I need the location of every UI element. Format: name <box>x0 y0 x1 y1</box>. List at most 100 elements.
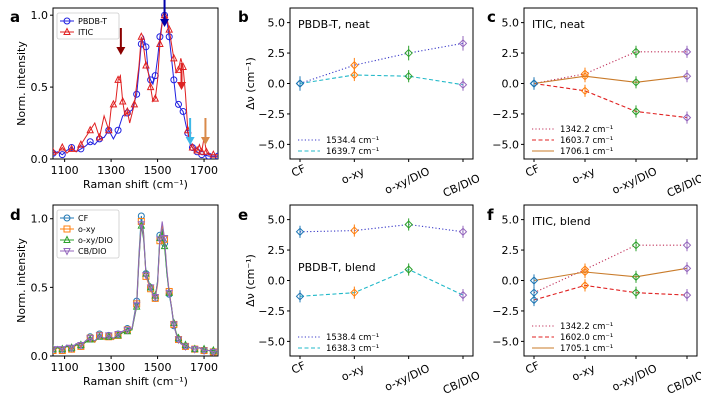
data-point <box>404 220 413 229</box>
data-point <box>200 344 208 353</box>
y-tick-label: 0.0 <box>268 275 286 288</box>
data-point <box>350 226 359 235</box>
y-tick-label: 0.5 <box>31 81 49 94</box>
data-point <box>181 340 190 349</box>
plot-area <box>53 212 218 356</box>
x-tick-label: 1100 <box>51 361 79 374</box>
series-line <box>299 74 464 86</box>
x-tick-label: 1300 <box>97 164 125 177</box>
data-point <box>137 212 145 220</box>
data-point <box>146 284 155 292</box>
y-tick-label: 2.5 <box>268 244 286 257</box>
data-point <box>350 70 359 80</box>
data-point <box>458 290 468 300</box>
legend-label: 1705.1 cm⁻¹ <box>560 344 613 354</box>
x-tick-label: 1300 <box>97 361 125 374</box>
x-category-label: CF <box>289 359 307 377</box>
data-point <box>53 347 57 355</box>
x-category-label: CB/DIO <box>665 368 701 397</box>
data-point <box>209 150 218 158</box>
data-point <box>160 241 169 250</box>
panel-letter-d: d <box>10 206 21 224</box>
legend-marker <box>63 27 71 35</box>
x-category-label: o-xy/DIO <box>610 165 659 197</box>
x-category-label: o-xy <box>339 165 367 187</box>
series-line <box>533 75 688 85</box>
data-point <box>114 126 122 134</box>
x-tick-label: 1100 <box>51 164 79 177</box>
y-tick-label: 0.0 <box>268 78 286 91</box>
y-tick-label: 2.5 <box>502 47 520 60</box>
y-tick-label: −5.0 <box>492 138 519 151</box>
y-tick-label: 2.5 <box>502 244 520 257</box>
data-point <box>631 47 641 57</box>
data-point <box>200 347 208 356</box>
y-tick-label: −2.5 <box>492 108 519 121</box>
x-category-label: o-xy <box>570 362 598 384</box>
data-point <box>458 80 468 89</box>
data-point <box>682 47 692 57</box>
data-point <box>165 33 173 41</box>
y-tick-label: 2.5 <box>268 47 286 60</box>
panel-title: ITIC, blend <box>532 215 591 228</box>
y-tick-label: 1.0 <box>31 213 49 226</box>
legend-label: CB/DIO <box>78 247 107 256</box>
data-point <box>631 240 641 250</box>
data-point <box>142 60 150 69</box>
panel-title: PBDB-T, neat <box>298 18 370 31</box>
data-point <box>295 79 305 88</box>
data-point <box>133 90 141 98</box>
y-tick-label: 1.0 <box>31 9 49 22</box>
data-point <box>631 288 641 297</box>
series-line <box>299 268 464 297</box>
data-point <box>165 24 174 33</box>
data-point <box>631 107 641 116</box>
data-point <box>156 236 164 244</box>
panel-letter-c: c <box>487 8 496 26</box>
data-point <box>631 272 641 282</box>
data-point <box>142 43 150 51</box>
data-point <box>137 221 146 229</box>
data-point <box>142 272 150 280</box>
data-point <box>170 76 178 84</box>
data-point <box>458 227 468 236</box>
panel-letter-a: a <box>10 8 20 26</box>
data-point <box>86 125 94 134</box>
legend-label: 1603.7 cm⁻¹ <box>560 136 613 146</box>
peak-arrow-head <box>177 82 187 90</box>
y-tick-label: 0.0 <box>31 153 49 166</box>
panel-letter-e: e <box>238 206 248 224</box>
legend-label: 1342.2 cm⁻¹ <box>560 322 613 332</box>
data-point <box>156 39 164 47</box>
x-category-label: CF <box>523 359 541 377</box>
data-point <box>123 106 132 115</box>
peak-arrow-head <box>116 47 126 55</box>
x-tick-label: 1500 <box>144 361 172 374</box>
x-category-label: CF <box>289 162 307 180</box>
y-tick-label: −2.5 <box>492 305 519 318</box>
axes-frame <box>52 7 219 160</box>
x-category-label: o-xy/DIO <box>383 362 432 394</box>
legend-marker <box>63 17 71 25</box>
data-point <box>202 147 211 155</box>
data-point <box>580 281 590 290</box>
data-point <box>58 151 66 159</box>
data-point <box>682 71 692 81</box>
data-point <box>190 346 199 354</box>
y-tick-label: 0.0 <box>502 78 520 91</box>
series-line <box>299 42 464 85</box>
data-point <box>631 78 641 87</box>
x-category-label: o-xy/DIO <box>383 165 432 197</box>
y-tick-label: −5.0 <box>492 335 519 348</box>
data-point <box>580 267 590 277</box>
data-point <box>682 264 692 273</box>
x-category-label: o-xy/DIO <box>610 362 659 394</box>
panel-letter-f: f <box>487 206 494 224</box>
y-tick-label: −2.5 <box>258 108 285 121</box>
